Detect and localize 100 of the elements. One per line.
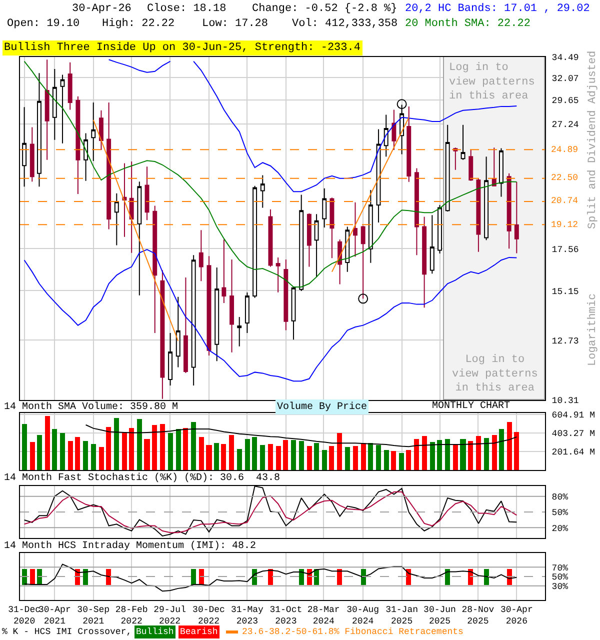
- legend-label: 23.6-38.2-50-61.8% Fibonacci Retracements: [242, 627, 464, 637]
- candlestick: [345, 226, 350, 272]
- y-tick-label: 27.24: [552, 120, 579, 130]
- y-axis-title: Split and Dividend Adjusted: [587, 50, 599, 229]
- text: High: 22.22: [102, 18, 175, 30]
- candlestick: [460, 124, 466, 160]
- bar: [337, 433, 342, 470]
- bar: [129, 428, 134, 470]
- bar: [237, 449, 242, 470]
- candlestick: [160, 270, 165, 400]
- x-tick-label: 29-Jul 2022: [154, 604, 186, 626]
- candlestick: [44, 59, 50, 160]
- candlestick: [91, 102, 96, 162]
- bar: [160, 424, 165, 470]
- candlestick: [330, 197, 334, 259]
- candlestick: [144, 166, 150, 221]
- x-tick-label: 30-Dec 2022: [192, 604, 225, 626]
- bar: [168, 433, 173, 470]
- text: Low: 17.28: [202, 18, 268, 30]
- bar: [507, 422, 512, 470]
- bar: [368, 443, 373, 470]
- y-tick-label: 10.31: [552, 396, 579, 406]
- line-series: [85, 424, 518, 448]
- candlestick: [68, 62, 72, 110]
- bar: [245, 439, 250, 470]
- bar: [45, 416, 50, 470]
- y-tick-label: 30%: [552, 582, 569, 592]
- candlestick: [52, 68, 57, 140]
- ref-line-label: 20.74: [551, 196, 578, 206]
- candlestick: [230, 258, 234, 353]
- candlestick: [152, 205, 158, 334]
- ref-line-label: 22.50: [551, 173, 578, 183]
- text: Bearish: [180, 627, 218, 637]
- bar: [314, 443, 319, 470]
- candlestick: [206, 256, 212, 356]
- candlestick: [284, 258, 288, 331]
- bar: [37, 435, 42, 470]
- bar: [183, 428, 188, 470]
- candlestick: [214, 266, 220, 362]
- bar: [176, 429, 181, 470]
- candlestick: [392, 109, 396, 150]
- candlestick: [168, 332, 173, 386]
- x-tick-label: 28-Nov 2025: [462, 604, 495, 626]
- y-tick-label: 34.49: [552, 53, 579, 64]
- bar: [291, 440, 296, 470]
- x-tick-label: 31-Dec 2020: [8, 604, 41, 626]
- bar: [276, 446, 281, 470]
- annotation: Log in to view patterns in this area: [452, 354, 538, 395]
- candlestick: [106, 102, 112, 230]
- candlestick: [114, 192, 119, 246]
- candlestick: [376, 128, 381, 223]
- bar: [492, 435, 497, 470]
- band-label: Log in to view patterns in this area: [449, 62, 535, 103]
- candlestick: [360, 225, 366, 300]
- x-tick-label: 30-Jun 2025: [424, 604, 456, 626]
- candlestick: [406, 106, 412, 182]
- y-tick-label: 20%: [552, 524, 569, 534]
- bar: [476, 436, 481, 470]
- y-tick-label: 80%: [552, 492, 569, 503]
- bar: [376, 445, 381, 470]
- y-tick-label: 15.15: [552, 286, 579, 297]
- candlestick: [137, 181, 142, 296]
- bar: [460, 439, 466, 470]
- candlestick: [244, 292, 250, 334]
- candlestick: [291, 286, 296, 340]
- bar: [122, 432, 127, 470]
- candlestick: [476, 178, 481, 252]
- bar: [214, 443, 219, 470]
- candlestick: [445, 124, 450, 212]
- text: Change: -0.52 {-2.8 %}: [252, 3, 398, 15]
- candlestick: [514, 181, 519, 254]
- x-tick-label: 30-Apr 2026: [500, 604, 533, 626]
- chart-title: Bullish Three Inside Up on 30-Jun-25, Strength: -233.4: [4, 42, 361, 54]
- text: Bullish: [136, 627, 174, 637]
- bar: [152, 425, 157, 470]
- y-tick-label: 201.64 M: [552, 448, 596, 458]
- y-tick-label: 604.91 M: [552, 410, 596, 421]
- candlestick: [506, 172, 512, 250]
- y-tick-label: 50%: [552, 508, 569, 518]
- y-tick-label: 70%: [552, 563, 569, 574]
- candlestick: [498, 148, 504, 198]
- candlestick: [306, 212, 312, 268]
- x-tick-label: 28-Mar 2024: [307, 604, 340, 626]
- candlestick: [492, 147, 496, 187]
- bar: [406, 450, 411, 470]
- bar: [399, 453, 404, 470]
- y-tick-label: 29.65: [552, 96, 579, 106]
- candlestick: [176, 296, 180, 368]
- bar: [137, 419, 142, 470]
- bar: [391, 451, 396, 470]
- candlestick: [191, 254, 196, 386]
- x-tick-label: 31-Jan 2025: [386, 604, 418, 626]
- text: Close: 18.18: [147, 3, 226, 15]
- text: Vol: 412,333,358: [292, 18, 398, 30]
- text: Open: 19.10: [7, 18, 80, 30]
- candlestick: [98, 110, 104, 150]
- bar: [106, 427, 111, 470]
- candlestick: [422, 216, 427, 308]
- candlestick: [84, 132, 88, 182]
- bar: [283, 440, 288, 470]
